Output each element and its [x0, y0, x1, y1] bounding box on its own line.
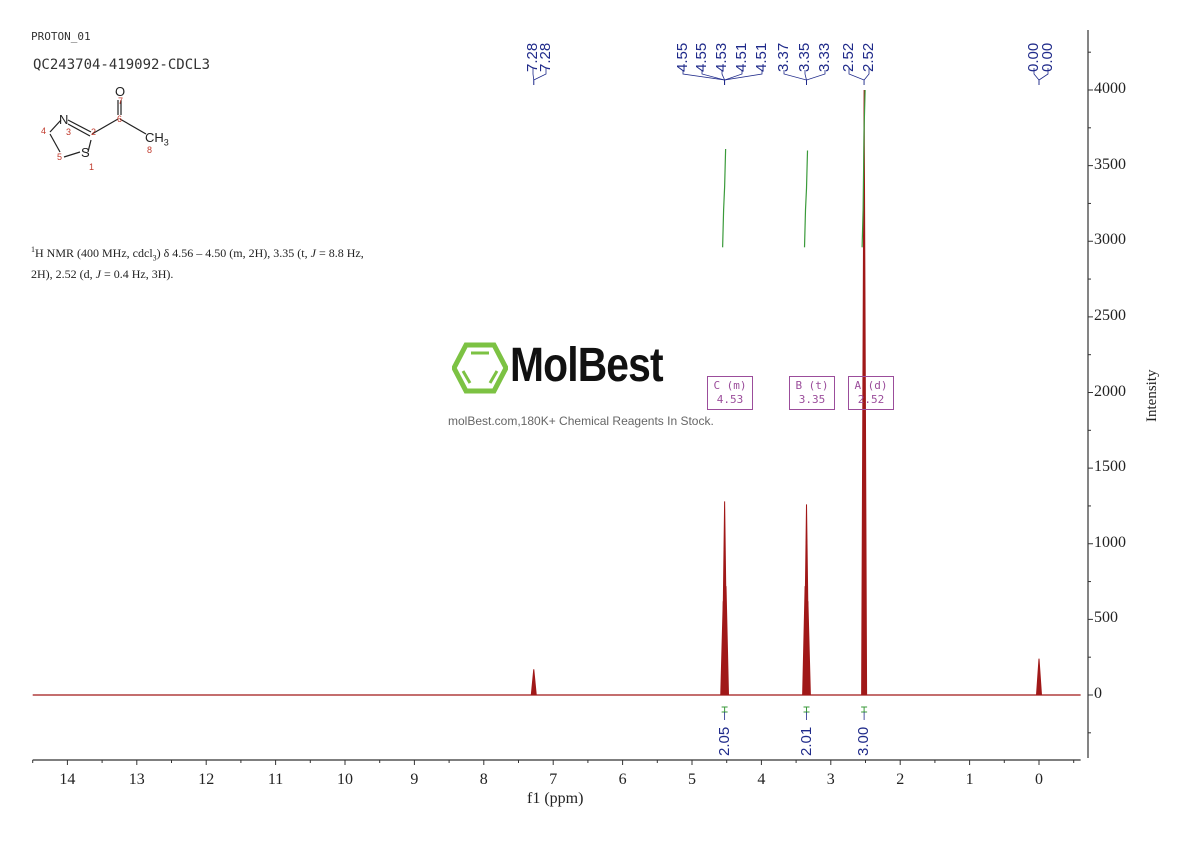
atom-num-3: 3	[66, 127, 72, 137]
y-tick-label: 4000	[1094, 80, 1126, 97]
y-tick-label: 0	[1094, 685, 1102, 702]
x-tick-label: 12	[198, 771, 215, 788]
integral-curve	[722, 148, 727, 248]
peak-shift-label: 2.52	[860, 42, 877, 72]
multiplet-shift: 2.52	[857, 393, 885, 406]
x-tick-label: 3	[826, 771, 835, 788]
spectrum-peak	[861, 89, 868, 696]
peak-shift-label: 4.55	[693, 42, 710, 72]
atom-O: O	[115, 84, 126, 99]
multiplet-shift: 4.53	[716, 393, 744, 406]
peak-shift-label: 4.55	[674, 42, 691, 72]
nmr-description: 1H NMR (400 MHz, cdcl3) δ 4.56 – 4.50 (m…	[31, 245, 364, 282]
spectrum-peak	[804, 601, 811, 696]
x-tick-label: 14	[59, 771, 76, 788]
peak-shift-label: 4.51	[753, 42, 770, 72]
y-tick-label: 2000	[1094, 382, 1126, 400]
integral-value: 2.01	[797, 726, 815, 756]
x-tick-label: 2	[896, 771, 905, 788]
experiment-name: PROTON_01	[31, 30, 91, 43]
x-tick-label: 0	[1035, 771, 1043, 788]
multiplet-shift: 3.35	[798, 393, 826, 406]
sample-id: QC243704-419092-CDCL3	[33, 57, 211, 73]
x-tick-label: 9	[410, 771, 419, 788]
multiplet-label: C (m)	[713, 379, 747, 392]
watermark-tagline: molBest.com,180K+ Chemical Reagents In S…	[448, 414, 714, 428]
spectrum-peak	[1036, 658, 1042, 696]
y-tick-label: 3000	[1094, 231, 1126, 249]
x-tick-label: 4	[757, 771, 766, 788]
integral-curve	[803, 150, 809, 248]
peak-shift-label: 3.35	[796, 42, 813, 72]
peak-shift-label: 0.00	[1039, 42, 1056, 72]
multiplet-box: B (t) 3.35	[789, 376, 835, 410]
x-tick-label: 7	[549, 771, 558, 788]
y-tick-label: 2500	[1094, 306, 1126, 324]
atom-num-5: 5	[57, 152, 63, 162]
chemical-structure: O 7 N 3 2 6 CH3 8 4 5 S 1	[28, 82, 198, 182]
multiplet-box: A (d) 2.52	[848, 376, 894, 410]
atom-CH3: CH3	[145, 130, 169, 148]
brand-name: MolBest	[510, 339, 664, 392]
multiplet-label: A (d)	[854, 379, 888, 392]
atom-S: S	[81, 145, 90, 160]
integral-value: 3.00	[855, 726, 873, 756]
x-axis-title: f1 (ppm)	[527, 790, 584, 807]
y-tick-label: 1500	[1094, 458, 1126, 476]
peak-shift-label: 7.28	[537, 42, 554, 72]
structure-bonds	[49, 100, 147, 158]
x-tick-label: 5	[688, 771, 696, 788]
atom-num-8: 8	[147, 145, 153, 155]
spectrum-peak	[530, 669, 537, 696]
peak-shift-label: 2.52	[840, 42, 857, 72]
peak-shift-label: 3.37	[775, 42, 792, 72]
atom-num-6: 6	[117, 114, 123, 124]
benzene-logo-icon	[452, 342, 508, 394]
y-tick-label: 3500	[1094, 155, 1126, 173]
integral-value: 2.05	[715, 726, 733, 756]
atom-num-2: 2	[91, 127, 97, 137]
multiplet-label: B (t)	[795, 379, 829, 392]
atom-num-1: 1	[89, 162, 95, 172]
x-tick-label: 11	[267, 771, 284, 788]
y-axis-title: Intensity	[1144, 369, 1160, 423]
x-tick-label: 1	[965, 771, 974, 788]
y-tick-label: 500	[1094, 609, 1118, 627]
atom-num-4: 4	[41, 126, 47, 136]
peak-shift-label: 4.53	[713, 42, 730, 72]
x-tick-label: 8	[479, 771, 488, 788]
y-tick-label: 1000	[1094, 533, 1126, 551]
x-tick-label: 10	[337, 771, 353, 788]
atom-N: N	[59, 112, 69, 127]
peak-shift-label: 3.33	[816, 42, 833, 72]
x-tick-label: 6	[618, 771, 627, 788]
x-tick-label: 13	[128, 771, 145, 788]
multiplet-box: C (m) 4.53	[707, 376, 753, 410]
spectrum-peak	[723, 586, 730, 696]
peak-shift-label: 4.51	[733, 42, 750, 72]
atom-num-7: 7	[118, 96, 124, 106]
integral-curve	[861, 89, 866, 248]
